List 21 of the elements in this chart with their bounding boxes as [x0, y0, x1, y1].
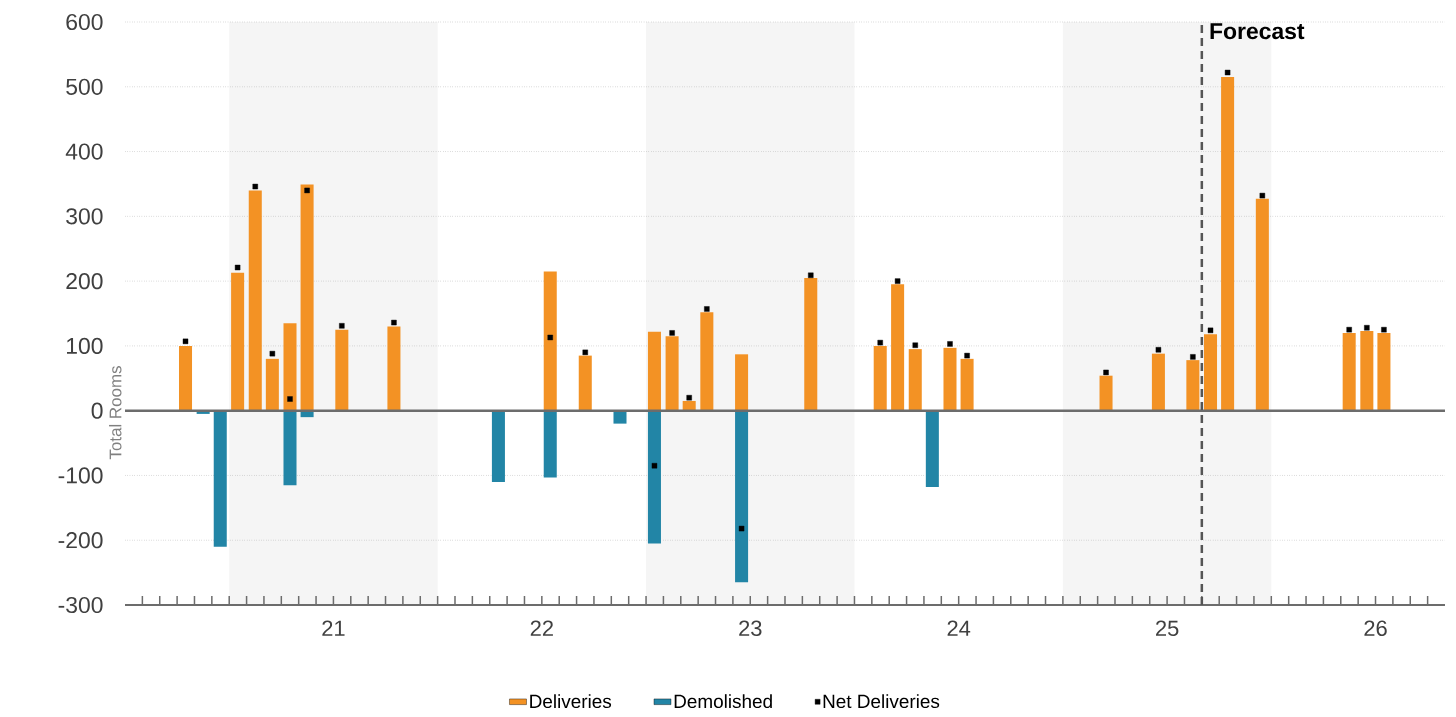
legend-label: Demolished	[674, 694, 772, 709]
y-tick-label: -200	[58, 532, 103, 549]
y-axis-title: Total Rooms	[109, 366, 122, 460]
x-tick-label: 24	[947, 620, 971, 636]
legend-label: Net Deliveries	[823, 694, 940, 709]
y-tick-label: 300	[66, 208, 103, 225]
x-tick-label: 23	[739, 620, 762, 637]
y-tick-label: 600	[66, 13, 103, 31]
x-tick-label: 21	[322, 620, 345, 636]
x-tick-label: 22	[530, 620, 553, 636]
x-tick-label: 25	[1156, 620, 1179, 637]
x-tick-label: 26	[1364, 620, 1387, 637]
y-tick-label: 100	[67, 337, 103, 354]
y-tick-label: -300	[58, 596, 103, 614]
y-tick-label: 0	[91, 402, 103, 419]
y-tick-label: -100	[58, 467, 103, 484]
y-tick-label: 200	[66, 273, 103, 290]
legend-label: Deliveries	[530, 694, 612, 709]
ref-line-label: Forecast	[1210, 23, 1305, 40]
y-tick-label: 400	[65, 143, 103, 160]
y-tick-label: 500	[66, 78, 103, 95]
